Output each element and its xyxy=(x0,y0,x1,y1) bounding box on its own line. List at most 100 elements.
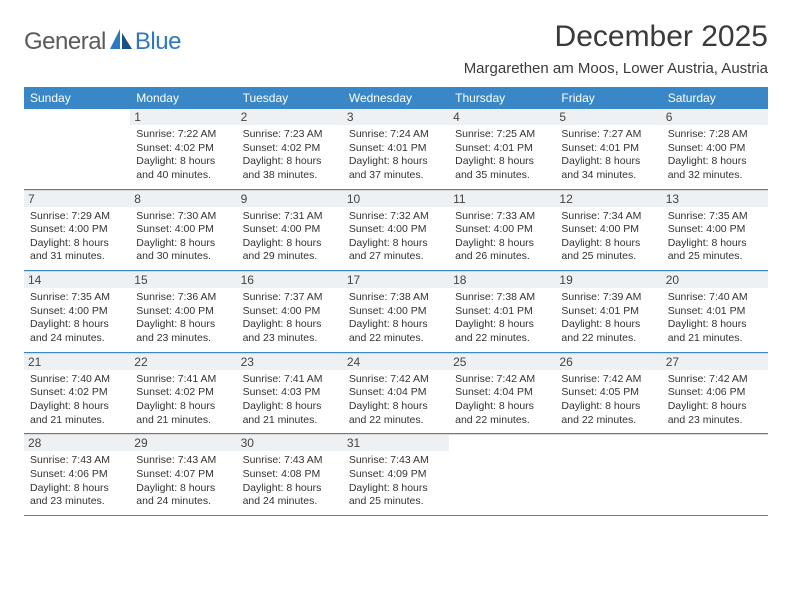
day-header: Sunday xyxy=(24,87,130,109)
sunset-text: Sunset: 4:09 PM xyxy=(349,468,443,482)
day-info: Sunrise: 7:41 AMSunset: 4:02 PMDaylight:… xyxy=(136,373,230,428)
sunset-text: Sunset: 4:00 PM xyxy=(243,305,337,319)
daylight-text: Daylight: 8 hours and 22 minutes. xyxy=(561,318,655,345)
day-header: Thursday xyxy=(449,87,555,109)
day-cell: 18Sunrise: 7:38 AMSunset: 4:01 PMDayligh… xyxy=(449,271,555,352)
sunset-text: Sunset: 4:02 PM xyxy=(136,386,230,400)
sunrise-text: Sunrise: 7:32 AM xyxy=(349,210,443,224)
day-cell: 12 Sunrise: 7:34 AMSunset: 4:00 PMDayligh… xyxy=(555,190,661,271)
daylight-text: Daylight: 8 hours and 31 minutes. xyxy=(30,237,124,264)
day-cell: 5Sunrise: 7:27 AMSunset: 4:01 PMDaylight… xyxy=(555,109,661,189)
sunrise-text: Sunrise: 7:43 AM xyxy=(30,454,124,468)
day-info: Sunrise: 7:30 AMSunset: 4:00 PMDaylight:… xyxy=(136,210,230,265)
daylight-text: Daylight: 8 hours and 37 minutes. xyxy=(349,155,443,182)
day-number: 12 xyxy=(555,191,661,207)
day-cell: 15Sunrise: 7:36 AMSunset: 4:00 PMDayligh… xyxy=(130,271,236,352)
day-number: 16 xyxy=(237,272,343,288)
daylight-text: Daylight: 8 hours and 27 minutes. xyxy=(349,237,443,264)
sunrise-text: Sunrise: 7:30 AM xyxy=(136,210,230,224)
sunset-text: Sunset: 4:07 PM xyxy=(136,468,230,482)
week-row: 28Sunrise: 7:43 AMSunset: 4:06 PMDayligh… xyxy=(24,434,768,516)
day-number: 2 xyxy=(237,109,343,125)
daylight-text: Daylight: 8 hours and 29 minutes. xyxy=(243,237,337,264)
day-info: Sunrise: 7:43 AMSunset: 4:07 PMDaylight:… xyxy=(136,454,230,509)
logo-text-general: General xyxy=(24,28,106,56)
daylight-text: Daylight: 8 hours and 34 minutes. xyxy=(561,155,655,182)
day-cell: 23Sunrise: 7:41 AMSunset: 4:03 PMDayligh… xyxy=(237,353,343,434)
daylight-text: Daylight: 8 hours and 24 minutes. xyxy=(243,482,337,509)
day-info: Sunrise: 7:43 AMSunset: 4:09 PMDaylight:… xyxy=(349,454,443,509)
day-number: 10 xyxy=(343,191,449,207)
day-header: Monday xyxy=(130,87,236,109)
daylight-text: Daylight: 8 hours and 21 minutes. xyxy=(136,400,230,427)
day-info: Sunrise: 7:29 AMSunset: 4:00 PMDaylight:… xyxy=(30,210,124,265)
daylight-text: Daylight: 8 hours and 22 minutes. xyxy=(349,318,443,345)
daylight-text: Daylight: 8 hours and 21 minutes. xyxy=(30,400,124,427)
day-info: Sunrise: 7:38 AMSunset: 4:01 PMDaylight:… xyxy=(455,291,549,346)
day-number: 11 xyxy=(449,191,555,207)
daylight-text: Daylight: 8 hours and 23 minutes. xyxy=(30,482,124,509)
day-info: Sunrise: 7:39 AMSunset: 4:01 PMDaylight:… xyxy=(561,291,655,346)
daylight-text: Daylight: 8 hours and 22 minutes. xyxy=(561,400,655,427)
day-info: Sunrise: 7:23 AMSunset: 4:02 PMDaylight:… xyxy=(243,128,337,183)
sunset-text: Sunset: 4:00 PM xyxy=(455,223,549,237)
day-number: 17 xyxy=(343,272,449,288)
sunrise-text: Sunrise: 7:29 AM xyxy=(30,210,124,224)
day-cell: 29Sunrise: 7:43 AMSunset: 4:07 PMDayligh… xyxy=(130,434,236,515)
sunrise-text: Sunrise: 7:43 AM xyxy=(349,454,443,468)
daylight-text: Daylight: 8 hours and 21 minutes. xyxy=(668,318,762,345)
day-info: Sunrise: 7:42 AMSunset: 4:06 PMDaylight:… xyxy=(668,373,762,428)
day-cell: 16 Sunrise: 7:37 AMSunset: 4:00 PMDayligh… xyxy=(237,271,343,352)
sunrise-text: Sunrise: 7:39 AM xyxy=(561,291,655,305)
logo-text-blue: Blue xyxy=(135,28,181,56)
sunrise-text: Sunrise: 7:24 AM xyxy=(349,128,443,142)
sunset-text: Sunset: 4:00 PM xyxy=(136,223,230,237)
day-info: Sunrise: 7:35 AMSunset: 4:00 PMDaylight:… xyxy=(30,291,124,346)
daylight-text: Daylight: 8 hours and 23 minutes. xyxy=(243,318,337,345)
day-info: Sunrise: 7:43 AMSunset: 4:06 PMDaylight:… xyxy=(30,454,124,509)
day-cell: 26Sunrise: 7:42 AMSunset: 4:05 PMDayligh… xyxy=(555,353,661,434)
logo-sail-icon xyxy=(110,29,132,49)
day-info: Sunrise: 7:34 AMSunset: 4:00 PMDaylight:… xyxy=(561,210,655,265)
daylight-text: Daylight: 8 hours and 25 minutes. xyxy=(349,482,443,509)
day-number: 13 xyxy=(662,191,768,207)
day-number: 5 xyxy=(555,109,661,125)
sunrise-text: Sunrise: 7:42 AM xyxy=(668,373,762,387)
day-number: 22 xyxy=(130,354,236,370)
day-header: Tuesday xyxy=(237,87,343,109)
daylight-text: Daylight: 8 hours and 24 minutes. xyxy=(136,482,230,509)
day-cell: 28Sunrise: 7:43 AMSunset: 4:06 PMDayligh… xyxy=(24,434,130,515)
day-number: 4 xyxy=(449,109,555,125)
day-header: Saturday xyxy=(662,87,768,109)
day-cell: 13Sunrise: 7:35 AMSunset: 4:00 PMDayligh… xyxy=(662,190,768,271)
day-info: Sunrise: 7:40 AMSunset: 4:02 PMDaylight:… xyxy=(30,373,124,428)
sunrise-text: Sunrise: 7:38 AM xyxy=(349,291,443,305)
day-info: Sunrise: 7:32 AMSunset: 4:00 PMDaylight:… xyxy=(349,210,443,265)
sunrise-text: Sunrise: 7:40 AM xyxy=(30,373,124,387)
day-cell: 1Sunrise: 7:22 AMSunset: 4:02 PMDaylight… xyxy=(130,109,236,189)
day-cell: 24Sunrise: 7:42 AMSunset: 4:04 PMDayligh… xyxy=(343,353,449,434)
day-info: Sunrise: 7:40 AMSunset: 4:01 PMDaylight:… xyxy=(668,291,762,346)
sunrise-text: Sunrise: 7:34 AM xyxy=(561,210,655,224)
day-number: 24 xyxy=(343,354,449,370)
day-number: 1 xyxy=(130,109,236,125)
day-number: 8 xyxy=(130,191,236,207)
day-cell: 22 Sunrise: 7:41 AMSunset: 4:02 PMDayligh… xyxy=(130,353,236,434)
day-info: Sunrise: 7:36 AMSunset: 4:00 PMDaylight:… xyxy=(136,291,230,346)
daylight-text: Daylight: 8 hours and 21 minutes. xyxy=(243,400,337,427)
day-cell xyxy=(662,434,768,515)
daylight-text: Daylight: 8 hours and 35 minutes. xyxy=(455,155,549,182)
day-info: Sunrise: 7:42 AMSunset: 4:05 PMDaylight:… xyxy=(561,373,655,428)
sunrise-text: Sunrise: 7:43 AM xyxy=(243,454,337,468)
day-cell: 27Sunrise: 7:42 AMSunset: 4:06 PMDayligh… xyxy=(662,353,768,434)
sunrise-text: Sunrise: 7:42 AM xyxy=(455,373,549,387)
sunset-text: Sunset: 4:03 PM xyxy=(243,386,337,400)
sunrise-text: Sunrise: 7:37 AM xyxy=(243,291,337,305)
sunset-text: Sunset: 4:08 PM xyxy=(243,468,337,482)
day-info: Sunrise: 7:33 AMSunset: 4:00 PMDaylight:… xyxy=(455,210,549,265)
week-row: 21Sunrise: 7:40 AMSunset: 4:02 PMDayligh… xyxy=(24,353,768,435)
sunset-text: Sunset: 4:02 PM xyxy=(30,386,124,400)
day-number: 7 xyxy=(24,191,130,207)
sunset-text: Sunset: 4:02 PM xyxy=(136,142,230,156)
daylight-text: Daylight: 8 hours and 25 minutes. xyxy=(668,237,762,264)
